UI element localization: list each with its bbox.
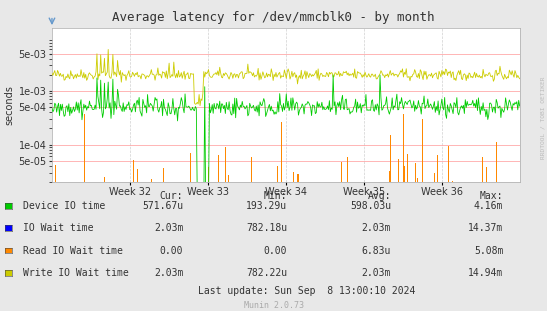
Text: 782.22u: 782.22u — [246, 268, 287, 278]
Bar — [448, 146, 449, 311]
Text: Average latency for /dev/mmcblk0 - by month: Average latency for /dev/mmcblk0 - by mo… — [112, 11, 435, 24]
Text: 14.94m: 14.94m — [468, 268, 503, 278]
Text: Max:: Max: — [480, 191, 503, 201]
Text: 571.67u: 571.67u — [142, 201, 183, 211]
Bar — [403, 114, 404, 311]
Bar — [163, 168, 164, 311]
Bar — [455, 123, 456, 311]
Text: Munin 2.0.73: Munin 2.0.73 — [243, 301, 304, 310]
Text: 0.00: 0.00 — [160, 246, 183, 256]
Bar — [422, 119, 423, 311]
Bar — [371, 212, 372, 311]
Bar — [389, 171, 390, 311]
Bar — [251, 157, 252, 311]
Bar — [65, 161, 66, 311]
Bar — [201, 112, 202, 311]
Text: 2.03m: 2.03m — [154, 268, 183, 278]
Bar — [281, 122, 282, 311]
Bar — [341, 162, 342, 311]
Bar — [133, 160, 134, 311]
Bar — [404, 166, 405, 311]
Text: 0.00: 0.00 — [264, 246, 287, 256]
Bar — [228, 175, 229, 311]
Bar — [365, 117, 366, 311]
Text: Min:: Min: — [264, 191, 287, 201]
Bar — [409, 186, 410, 311]
Bar — [398, 160, 399, 311]
Text: IO Wait time: IO Wait time — [23, 223, 94, 233]
Bar — [482, 142, 484, 311]
Bar — [437, 155, 438, 311]
Bar — [277, 166, 278, 311]
Bar — [304, 156, 305, 311]
Bar — [276, 162, 277, 311]
Bar — [434, 173, 435, 311]
Bar — [269, 194, 270, 311]
Bar — [326, 204, 327, 311]
Bar — [486, 167, 487, 311]
Text: Read IO Wait time: Read IO Wait time — [23, 246, 123, 256]
Text: Avg:: Avg: — [368, 191, 391, 201]
Bar — [499, 203, 501, 311]
Bar — [173, 201, 174, 311]
Y-axis label: seconds: seconds — [4, 85, 14, 125]
Text: Last update: Sun Sep  8 13:00:10 2024: Last update: Sun Sep 8 13:00:10 2024 — [197, 286, 415, 296]
Bar — [225, 147, 226, 311]
Text: Device IO time: Device IO time — [23, 201, 105, 211]
Bar — [218, 155, 219, 311]
Bar — [123, 199, 124, 311]
Bar — [417, 178, 418, 311]
Bar — [297, 174, 298, 311]
Text: Cur:: Cur: — [160, 191, 183, 201]
Bar — [104, 177, 105, 311]
Bar — [407, 154, 408, 311]
Bar — [293, 172, 294, 311]
Bar — [390, 135, 391, 311]
Bar — [496, 142, 497, 311]
Bar — [245, 154, 246, 311]
Text: Write IO Wait time: Write IO Wait time — [23, 268, 129, 278]
Text: 4.16m: 4.16m — [474, 201, 503, 211]
Text: 14.37m: 14.37m — [468, 223, 503, 233]
Bar — [151, 179, 152, 311]
Bar — [137, 169, 138, 311]
Bar — [127, 213, 129, 311]
Bar — [298, 174, 299, 311]
Bar — [476, 202, 477, 311]
Text: RRDTOOL / TOBI OETIKER: RRDTOOL / TOBI OETIKER — [541, 77, 546, 160]
Text: 782.18u: 782.18u — [246, 223, 287, 233]
Text: 6.83u: 6.83u — [362, 246, 391, 256]
Bar — [512, 182, 513, 311]
Bar — [114, 185, 115, 311]
Text: 193.29u: 193.29u — [246, 201, 287, 211]
Bar — [84, 114, 85, 311]
Bar — [319, 172, 321, 311]
Text: 2.03m: 2.03m — [362, 223, 391, 233]
Text: 5.08m: 5.08m — [474, 246, 503, 256]
Bar — [190, 153, 191, 311]
Text: 2.03m: 2.03m — [362, 268, 391, 278]
Bar — [244, 124, 245, 311]
Bar — [54, 190, 55, 311]
Bar — [208, 167, 209, 311]
Bar — [55, 165, 56, 311]
Bar — [415, 163, 416, 311]
Bar — [220, 189, 221, 311]
Text: 2.03m: 2.03m — [154, 223, 183, 233]
Text: 598.03u: 598.03u — [350, 201, 391, 211]
